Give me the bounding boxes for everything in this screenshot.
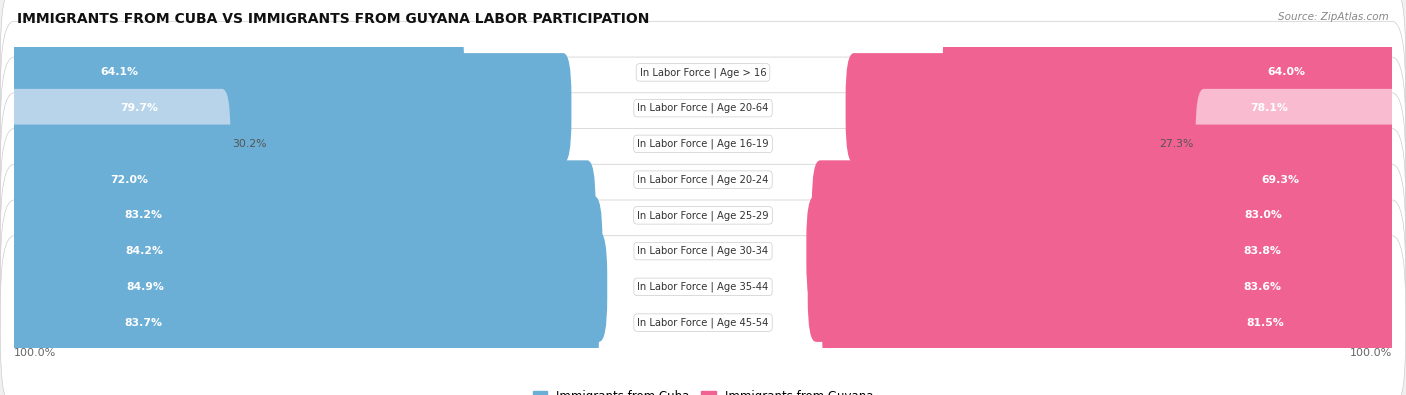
Text: 81.5%: 81.5%	[1246, 318, 1284, 327]
Text: 69.3%: 69.3%	[1261, 175, 1299, 184]
FancyBboxPatch shape	[0, 93, 1406, 267]
FancyBboxPatch shape	[6, 267, 599, 378]
Text: In Labor Force | Age 20-64: In Labor Force | Age 20-64	[637, 103, 769, 113]
FancyBboxPatch shape	[811, 160, 1400, 271]
FancyBboxPatch shape	[6, 160, 596, 271]
FancyBboxPatch shape	[6, 89, 231, 199]
Text: In Labor Force | Age 45-54: In Labor Force | Age 45-54	[637, 317, 769, 328]
Text: In Labor Force | Age 35-44: In Labor Force | Age 35-44	[637, 282, 769, 292]
FancyBboxPatch shape	[1195, 89, 1400, 199]
Text: Source: ZipAtlas.com: Source: ZipAtlas.com	[1278, 12, 1389, 22]
FancyBboxPatch shape	[0, 21, 1406, 195]
FancyBboxPatch shape	[6, 53, 571, 163]
FancyBboxPatch shape	[6, 196, 602, 306]
FancyBboxPatch shape	[823, 267, 1400, 378]
Text: 84.9%: 84.9%	[127, 282, 165, 292]
FancyBboxPatch shape	[0, 200, 1406, 374]
Text: 100.0%: 100.0%	[14, 348, 56, 357]
Text: In Labor Force | Age > 16: In Labor Force | Age > 16	[640, 67, 766, 78]
Text: In Labor Force | Age 30-34: In Labor Force | Age 30-34	[637, 246, 769, 256]
Text: 83.7%: 83.7%	[125, 318, 163, 327]
FancyBboxPatch shape	[845, 53, 1400, 163]
Text: In Labor Force | Age 25-29: In Labor Force | Age 25-29	[637, 210, 769, 221]
FancyBboxPatch shape	[907, 124, 1400, 235]
FancyBboxPatch shape	[0, 0, 1406, 159]
FancyBboxPatch shape	[6, 232, 607, 342]
FancyBboxPatch shape	[6, 17, 464, 128]
Text: 83.0%: 83.0%	[1244, 211, 1282, 220]
Text: 83.2%: 83.2%	[124, 211, 162, 220]
Text: IMMIGRANTS FROM CUBA VS IMMIGRANTS FROM GUYANA LABOR PARTICIPATION: IMMIGRANTS FROM CUBA VS IMMIGRANTS FROM …	[17, 12, 650, 26]
Text: 79.7%: 79.7%	[120, 103, 157, 113]
FancyBboxPatch shape	[807, 196, 1400, 306]
Legend: Immigrants from Cuba, Immigrants from Guyana: Immigrants from Cuba, Immigrants from Gu…	[527, 385, 879, 395]
Text: 64.0%: 64.0%	[1268, 68, 1306, 77]
Text: 84.2%: 84.2%	[125, 246, 163, 256]
Text: 64.1%: 64.1%	[100, 68, 138, 77]
FancyBboxPatch shape	[0, 164, 1406, 338]
Text: 83.8%: 83.8%	[1243, 246, 1281, 256]
Text: 83.6%: 83.6%	[1243, 282, 1281, 292]
FancyBboxPatch shape	[0, 128, 1406, 302]
FancyBboxPatch shape	[0, 57, 1406, 231]
Text: 100.0%: 100.0%	[1350, 348, 1392, 357]
Text: 78.1%: 78.1%	[1250, 103, 1288, 113]
Text: 30.2%: 30.2%	[232, 139, 267, 149]
Text: 72.0%: 72.0%	[110, 175, 148, 184]
FancyBboxPatch shape	[0, 236, 1406, 395]
FancyBboxPatch shape	[943, 17, 1400, 128]
FancyBboxPatch shape	[6, 124, 519, 235]
Text: 27.3%: 27.3%	[1159, 139, 1194, 149]
FancyBboxPatch shape	[807, 232, 1400, 342]
Text: In Labor Force | Age 16-19: In Labor Force | Age 16-19	[637, 139, 769, 149]
Text: In Labor Force | Age 20-24: In Labor Force | Age 20-24	[637, 174, 769, 185]
